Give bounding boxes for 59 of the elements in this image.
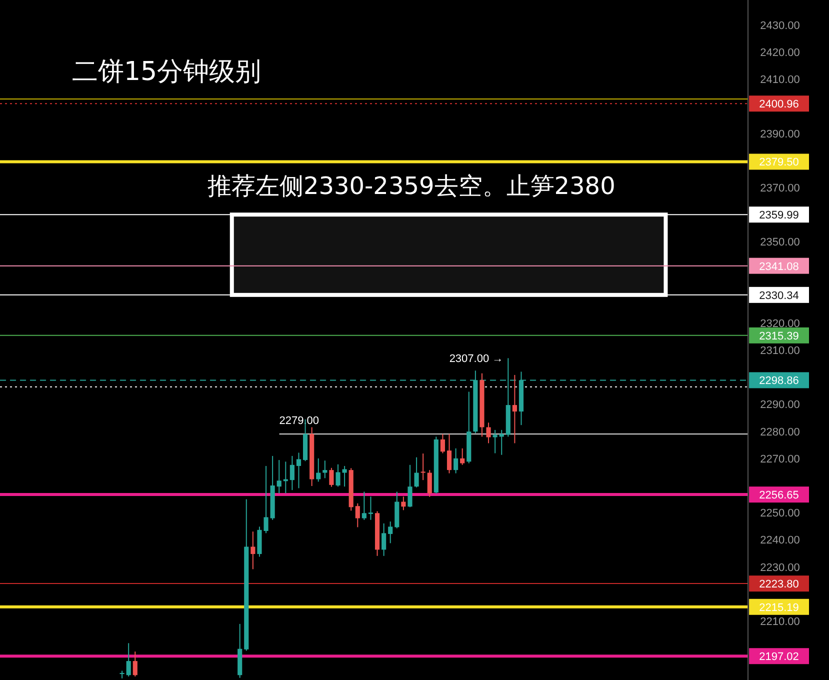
annotation: 推荐左侧2330-2359去空。止笋2380 — [207, 172, 616, 200]
ref-line-label: 2256.65 — [759, 490, 799, 502]
candlestick — [401, 496, 406, 511]
ref-line-label: 2223.80 — [759, 578, 799, 591]
candlestick — [132, 651, 138, 677]
y-tick-label: 2250.00 — [760, 508, 800, 520]
ref-line-label: 2400.96 — [759, 98, 799, 111]
candlestick — [427, 470, 432, 498]
y-tick-label: 2240.00 — [760, 534, 800, 547]
candlestick — [499, 429, 504, 456]
ref-line-label: 2215.19 — [759, 602, 799, 614]
candlestick — [290, 455, 294, 491]
candlestick — [342, 465, 347, 488]
y-tick-label: 2370.00 — [760, 182, 800, 194]
candlestick — [440, 434, 446, 454]
candlestick — [368, 496, 374, 520]
candlestick — [492, 429, 498, 454]
y-tick-label: 2390.00 — [760, 128, 800, 140]
annotation: 2307.00 → — [449, 353, 504, 366]
y-tick-label: 2280.00 — [760, 426, 800, 438]
candlestick — [388, 521, 393, 544]
candlestick — [486, 422, 491, 444]
ref-line-label: 2379.50 — [759, 156, 799, 169]
text: 二饼15分钟级别 — [72, 57, 262, 87]
candlestick — [454, 448, 458, 474]
candlestick — [329, 467, 334, 488]
candlestick — [414, 456, 419, 488]
y-tick-label: 2320.00 — [760, 318, 800, 330]
candlestick — [250, 531, 256, 570]
ref-line-label: 2341.08 — [759, 260, 799, 273]
candlestick — [420, 453, 426, 481]
ref-line-label: 2197.02 — [759, 651, 799, 664]
y-tick-label: 2290.00 — [760, 399, 800, 412]
candlestick — [336, 464, 340, 488]
candlestick — [408, 464, 412, 508]
candlestick — [296, 452, 302, 489]
candlestick — [362, 491, 366, 520]
ref-line-label: 2315.39 — [759, 330, 799, 342]
ref-line-label: 2279.00 — [279, 415, 320, 428]
candlestick — [276, 460, 282, 494]
y-tick-label: 2310.00 — [760, 345, 800, 358]
candlestick — [322, 460, 328, 479]
ref-line-label: 2359.99 — [759, 210, 799, 222]
y-tick-label: 2270.00 — [760, 453, 800, 466]
y-tick-label: 2210.00 — [760, 616, 800, 628]
candlestick — [446, 434, 452, 474]
y-tick-label: 2410.00 — [760, 74, 800, 86]
y-tick-label: 2350.00 — [760, 236, 800, 249]
y-tick-label: 2430.00 — [760, 20, 800, 32]
candlestick — [512, 374, 517, 444]
ref-line-label: 2330.34 — [759, 290, 799, 302]
candlestick — [382, 522, 386, 556]
candlestick — [460, 448, 465, 466]
y-tick-label: 2230.00 — [760, 562, 800, 574]
ref-line-label: 2298.86 — [759, 375, 799, 388]
candlestick — [126, 642, 131, 677]
candlestick — [355, 502, 360, 528]
y-tick-label: 2420.00 — [760, 47, 800, 60]
candlestick — [316, 458, 321, 482]
